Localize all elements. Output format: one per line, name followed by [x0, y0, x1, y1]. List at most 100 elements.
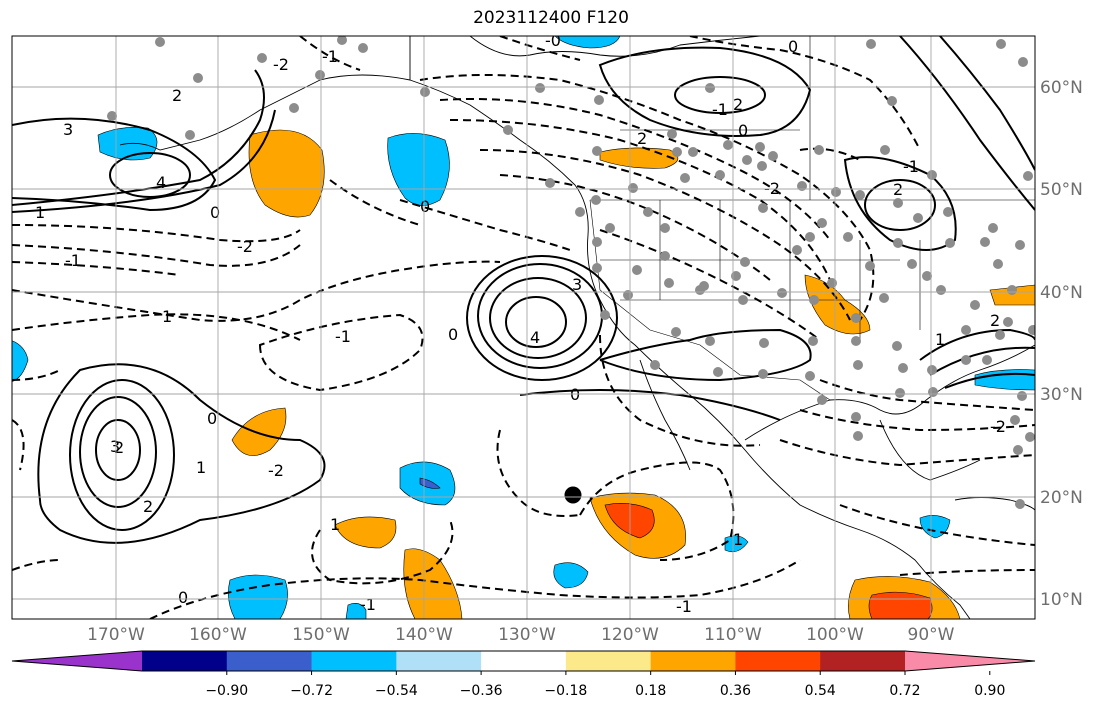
contour-label: 2 — [733, 95, 743, 114]
lat-label: 10°N — [1040, 590, 1083, 610]
colorbar-segment — [396, 651, 482, 671]
colorbar-tick-label: −0.36 — [460, 683, 503, 699]
contour-label: -2 — [237, 237, 253, 256]
colorbar-tick-label: −0.90 — [205, 683, 248, 699]
contour-label: 0 — [420, 197, 430, 216]
contour-label: 2 — [143, 497, 153, 516]
blue-area-southwest — [228, 574, 288, 619]
colorbar-segment — [565, 651, 652, 671]
gridlines — [12, 36, 1035, 619]
contour-label: 0 — [448, 325, 458, 344]
contour-labels: -0 0 -1 2 -2 -1 3 4 2 -2 0 -1 0 2 1 3 4 … — [35, 31, 1006, 616]
contour-label: -1 — [360, 595, 376, 614]
contour-label: 2 — [893, 180, 903, 199]
contour-label: 1 — [35, 203, 45, 222]
lon-label: 100°W — [806, 625, 864, 645]
contour-label: 1 — [330, 515, 340, 534]
contour-label: 1 — [162, 307, 172, 326]
colorbar-segment — [650, 651, 736, 671]
lon-label: 110°W — [704, 625, 762, 645]
blue-area-top — [554, 36, 621, 49]
colorbar-outline — [11, 650, 1036, 672]
lon-label: 170°W — [87, 625, 145, 645]
contour-label: -2 — [268, 461, 284, 480]
blue-area-tiny — [724, 535, 749, 553]
contour-label: 2 — [637, 129, 647, 148]
colorbar-segment — [735, 651, 821, 671]
colorbar-tick-label: 0.54 — [805, 683, 836, 699]
colorbar-tick-label: 0.90 — [974, 683, 1005, 699]
blue-area-north-pacific — [387, 133, 450, 206]
orange-area-hawaii-north — [231, 407, 287, 456]
contour-label: -1 — [903, 157, 919, 176]
colorbar-tick-label: 0.36 — [720, 683, 751, 699]
colorbar-extend-low — [12, 651, 142, 671]
center-point-marker — [564, 486, 582, 504]
contour-label: 4 — [156, 173, 166, 192]
contour-label: 0 — [210, 203, 220, 222]
contour-label: -1 — [322, 47, 338, 66]
contour-label: 3 — [63, 120, 73, 139]
lat-label: 50°N — [1040, 180, 1083, 200]
map-title: 2023112400 F120 — [473, 8, 629, 28]
colorbar-tick-label: −0.72 — [290, 683, 333, 699]
colorbar-tick-label: 0.72 — [889, 683, 920, 699]
orange-area-tropical-west — [334, 516, 397, 549]
solid-contours — [12, 36, 1035, 544]
lon-label: 160°W — [189, 625, 247, 645]
contour-label: 0 — [570, 385, 580, 404]
colorbar-segment — [142, 651, 228, 671]
coastlines — [119, 36, 1035, 619]
lon-label: 140°W — [395, 625, 453, 645]
orange-area-tropical-central — [403, 548, 463, 619]
contour-label: 0 — [738, 121, 748, 140]
lat-label: 30°N — [1040, 385, 1083, 405]
contour-label: 4 — [530, 328, 540, 347]
contour-label: -1 — [335, 327, 351, 346]
colorbar-tick-label: −0.18 — [544, 683, 587, 699]
contour-label: 2 — [172, 86, 182, 105]
contour-label: 2 — [114, 438, 124, 457]
contour-label: -0 — [545, 31, 561, 50]
orange-area-gulf-alaska — [248, 129, 325, 218]
station-dots — [107, 36, 1035, 509]
lat-label: 60°N — [1040, 78, 1083, 98]
contour-label: -2 — [990, 417, 1006, 436]
blue-area-tropical-east — [553, 562, 589, 589]
contour-label: 1 — [733, 530, 743, 549]
lon-label: 130°W — [498, 625, 556, 645]
latitude-labels: 60°N 50°N 40°N 30°N 20°N 10°N — [1040, 78, 1083, 610]
map-frame — [11, 35, 1036, 620]
lat-label: 40°N — [1040, 283, 1083, 303]
contour-label: 1 — [196, 458, 206, 477]
colorbar-segment — [820, 651, 906, 671]
contour-label: 3 — [110, 437, 120, 456]
map-content: -0 0 -1 2 -2 -1 3 4 2 -2 0 -1 0 2 1 3 4 … — [12, 31, 1035, 619]
colorbar-segment — [481, 651, 567, 671]
contour-label: -1 — [676, 597, 692, 616]
longitude-labels: 170°W 160°W 150°W 140°W 130°W 120°W 110°… — [87, 625, 955, 645]
contour-label: -2 — [273, 55, 289, 74]
colorbar-extend-high — [905, 651, 1035, 671]
map-background — [12, 36, 1035, 619]
contour-label: 0 — [788, 37, 798, 56]
colorbar-segment — [311, 651, 397, 671]
blue-area-small — [345, 603, 367, 619]
contour-label: -1 — [712, 100, 728, 119]
contour-label: -2 — [764, 179, 780, 198]
lon-label: 90°W — [908, 625, 955, 645]
dashed-contours — [12, 36, 1035, 619]
contour-label: 1 — [935, 330, 945, 349]
borders — [589, 36, 1035, 401]
contour-label: 2 — [990, 311, 1000, 330]
lon-label: 120°W — [601, 625, 659, 645]
contour-label: 3 — [572, 275, 582, 294]
colorbar-tick-label: −0.54 — [375, 683, 418, 699]
orange-area-east — [989, 284, 1035, 306]
contour-label: -1 — [65, 251, 81, 270]
lat-label: 20°N — [1040, 488, 1083, 508]
contour-label: 0 — [178, 588, 188, 607]
red-area-central-america — [868, 591, 933, 619]
lon-label: 150°W — [292, 625, 350, 645]
